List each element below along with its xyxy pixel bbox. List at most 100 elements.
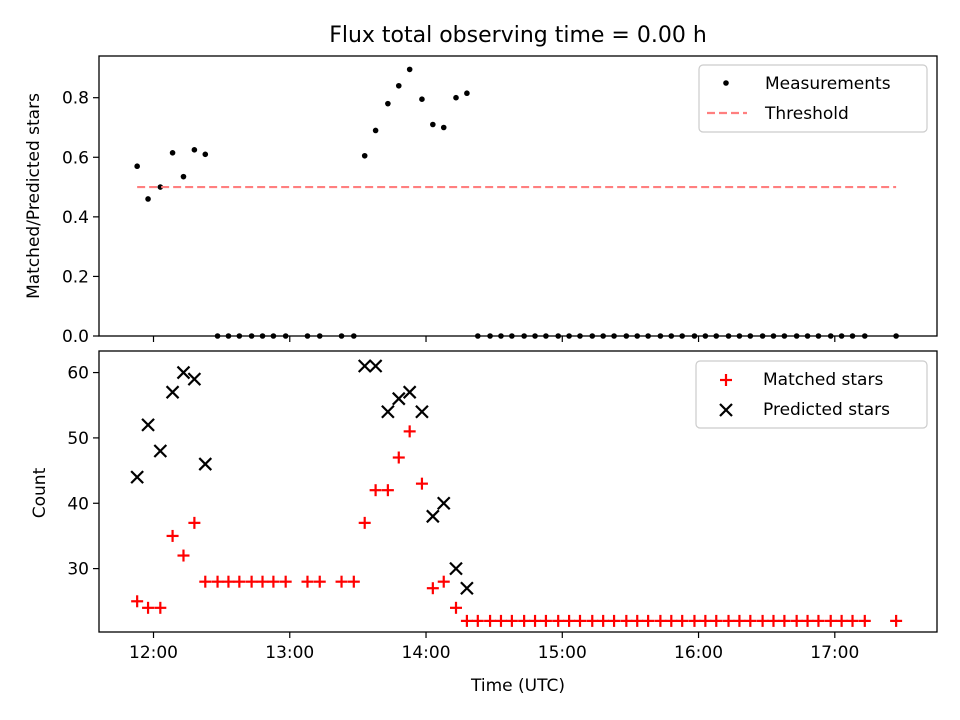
bottom-plot-area [130, 359, 903, 627]
matched-stars-point [450, 601, 463, 614]
matched-stars-point [199, 575, 212, 588]
matched-stars-point [573, 614, 586, 627]
matched-stars-point [335, 575, 348, 588]
top-y-axis-label: Matched/Predicted stars [24, 93, 44, 299]
measurement-point [406, 66, 413, 73]
matched-stars-point [347, 575, 360, 588]
bottom-y-ticks: 30 40 50 60 [67, 364, 99, 580]
matched-stars-point [131, 595, 144, 608]
matched-stars-point [403, 425, 416, 438]
bottom-y-tick-label: 50 [67, 429, 89, 449]
matched-stars-point [654, 614, 667, 627]
measurement-point [169, 150, 176, 156]
matched-stars-point [233, 575, 246, 588]
matched-stars-point [381, 484, 394, 497]
matched-stars-point [279, 575, 292, 588]
bottom-x-tick-label: 17:00 [810, 643, 859, 663]
matched-stars-point [597, 614, 610, 627]
predicted-stars-point [187, 372, 202, 386]
matched-stars-point [722, 614, 735, 627]
matched-stars-point [437, 575, 450, 588]
predicted-stars-point [436, 496, 451, 511]
matched-stars-point [392, 451, 405, 464]
predicted-stars-point [402, 385, 417, 399]
top-y-ticks: 0.0 0.2 0.4 0.6 0.8 [62, 89, 99, 347]
matched-stars-point [142, 601, 155, 614]
bottom-x-tick-label: 12:00 [129, 643, 178, 663]
matched-stars-point [835, 614, 848, 627]
measurement-point [145, 196, 151, 202]
matched-stars-point [358, 516, 371, 529]
bottom-x-tick-label: 14:00 [402, 643, 451, 663]
predicted-stars-point [176, 365, 191, 380]
legend-measurements-marker [723, 80, 729, 86]
measurement-point [395, 82, 402, 89]
predicted-stars-point [415, 404, 429, 419]
matched-stars-point [767, 614, 780, 627]
matched-stars-point [484, 614, 497, 627]
matched-stars-point [563, 614, 576, 627]
bottom-y-tick-label: 40 [67, 494, 89, 514]
top-x-ticks [152, 336, 836, 342]
measurement-point [134, 163, 140, 170]
matched-stars-point [801, 614, 814, 627]
matched-stars-point [460, 614, 473, 627]
matched-stars-point [733, 614, 746, 627]
matched-stars-point [313, 575, 326, 588]
matched-stars-point [267, 575, 280, 588]
matched-stars-point [211, 575, 224, 588]
bottom-legend-box [695, 360, 928, 429]
bottom-legend: Matched stars Predicted stars [695, 360, 928, 429]
matched-stars-point [505, 614, 518, 627]
legend-measurements-label: Measurements [765, 74, 891, 94]
chart-title: Flux total observing time = 0.00 h [329, 23, 707, 48]
matched-stars-point [744, 614, 757, 627]
matched-stars-point [620, 614, 633, 627]
matched-stars-point [301, 575, 314, 588]
bottom-x-tick-label: 16:00 [674, 643, 723, 663]
bottom-axes-frame [98, 350, 938, 633]
predicted-stars-point [449, 561, 463, 576]
predicted-stars-point [165, 385, 180, 399]
matched-stars-point [539, 614, 552, 627]
matched-stars-point [586, 614, 599, 627]
predicted-stars-point [153, 444, 168, 458]
matched-stars-point [778, 614, 791, 627]
measurement-point [372, 127, 379, 134]
matched-stars-point [518, 614, 531, 627]
top-y-tick-label: 0.4 [62, 208, 89, 228]
measurement-point [202, 151, 209, 158]
predicted-stars-point [141, 418, 155, 432]
matched-stars-point [369, 484, 382, 497]
top-y-tick-label: 0.2 [62, 267, 89, 287]
bottom-x-axis-label: Time (UTC) [470, 676, 565, 696]
legend-threshold-label: Threshold [764, 104, 849, 124]
matched-stars-point [608, 614, 621, 627]
matched-stars-point [529, 614, 542, 627]
matched-stars-point [177, 549, 190, 562]
measurement-point [440, 124, 447, 131]
bottom-y-tick-label: 60 [67, 364, 89, 384]
predicted-stars-point [381, 404, 395, 419]
matched-stars-point [494, 614, 507, 627]
matched-stars-point [166, 529, 179, 542]
measurement-point [180, 173, 187, 180]
top-y-tick-label: 0.0 [62, 327, 89, 347]
predicted-stars-point [426, 509, 440, 524]
bottom-panel: Count Time (UTC) 30 40 50 60 12:00 13:00 14:0… [30, 350, 938, 696]
matched-stars-point [790, 614, 803, 627]
bottom-x-ticks: 12:00 13:00 14:00 15:00 16:00 17:00 [129, 632, 859, 663]
legend-matched-marker [720, 374, 732, 386]
legend-predicted-marker [719, 403, 733, 417]
matched-stars-point [710, 614, 723, 627]
predicted-stars-point [130, 470, 144, 484]
matched-stars-point [415, 477, 428, 490]
predicted-stars-point [460, 581, 474, 595]
predicted-stars-point [357, 359, 372, 373]
legend-matched-label: Matched stars [763, 370, 883, 390]
matched-stars-point [846, 614, 859, 627]
bottom-y-tick-label: 30 [67, 560, 89, 580]
matched-stars-point [756, 614, 769, 627]
top-legend-box [698, 64, 928, 133]
bottom-y-axis-label: Count [30, 467, 50, 518]
